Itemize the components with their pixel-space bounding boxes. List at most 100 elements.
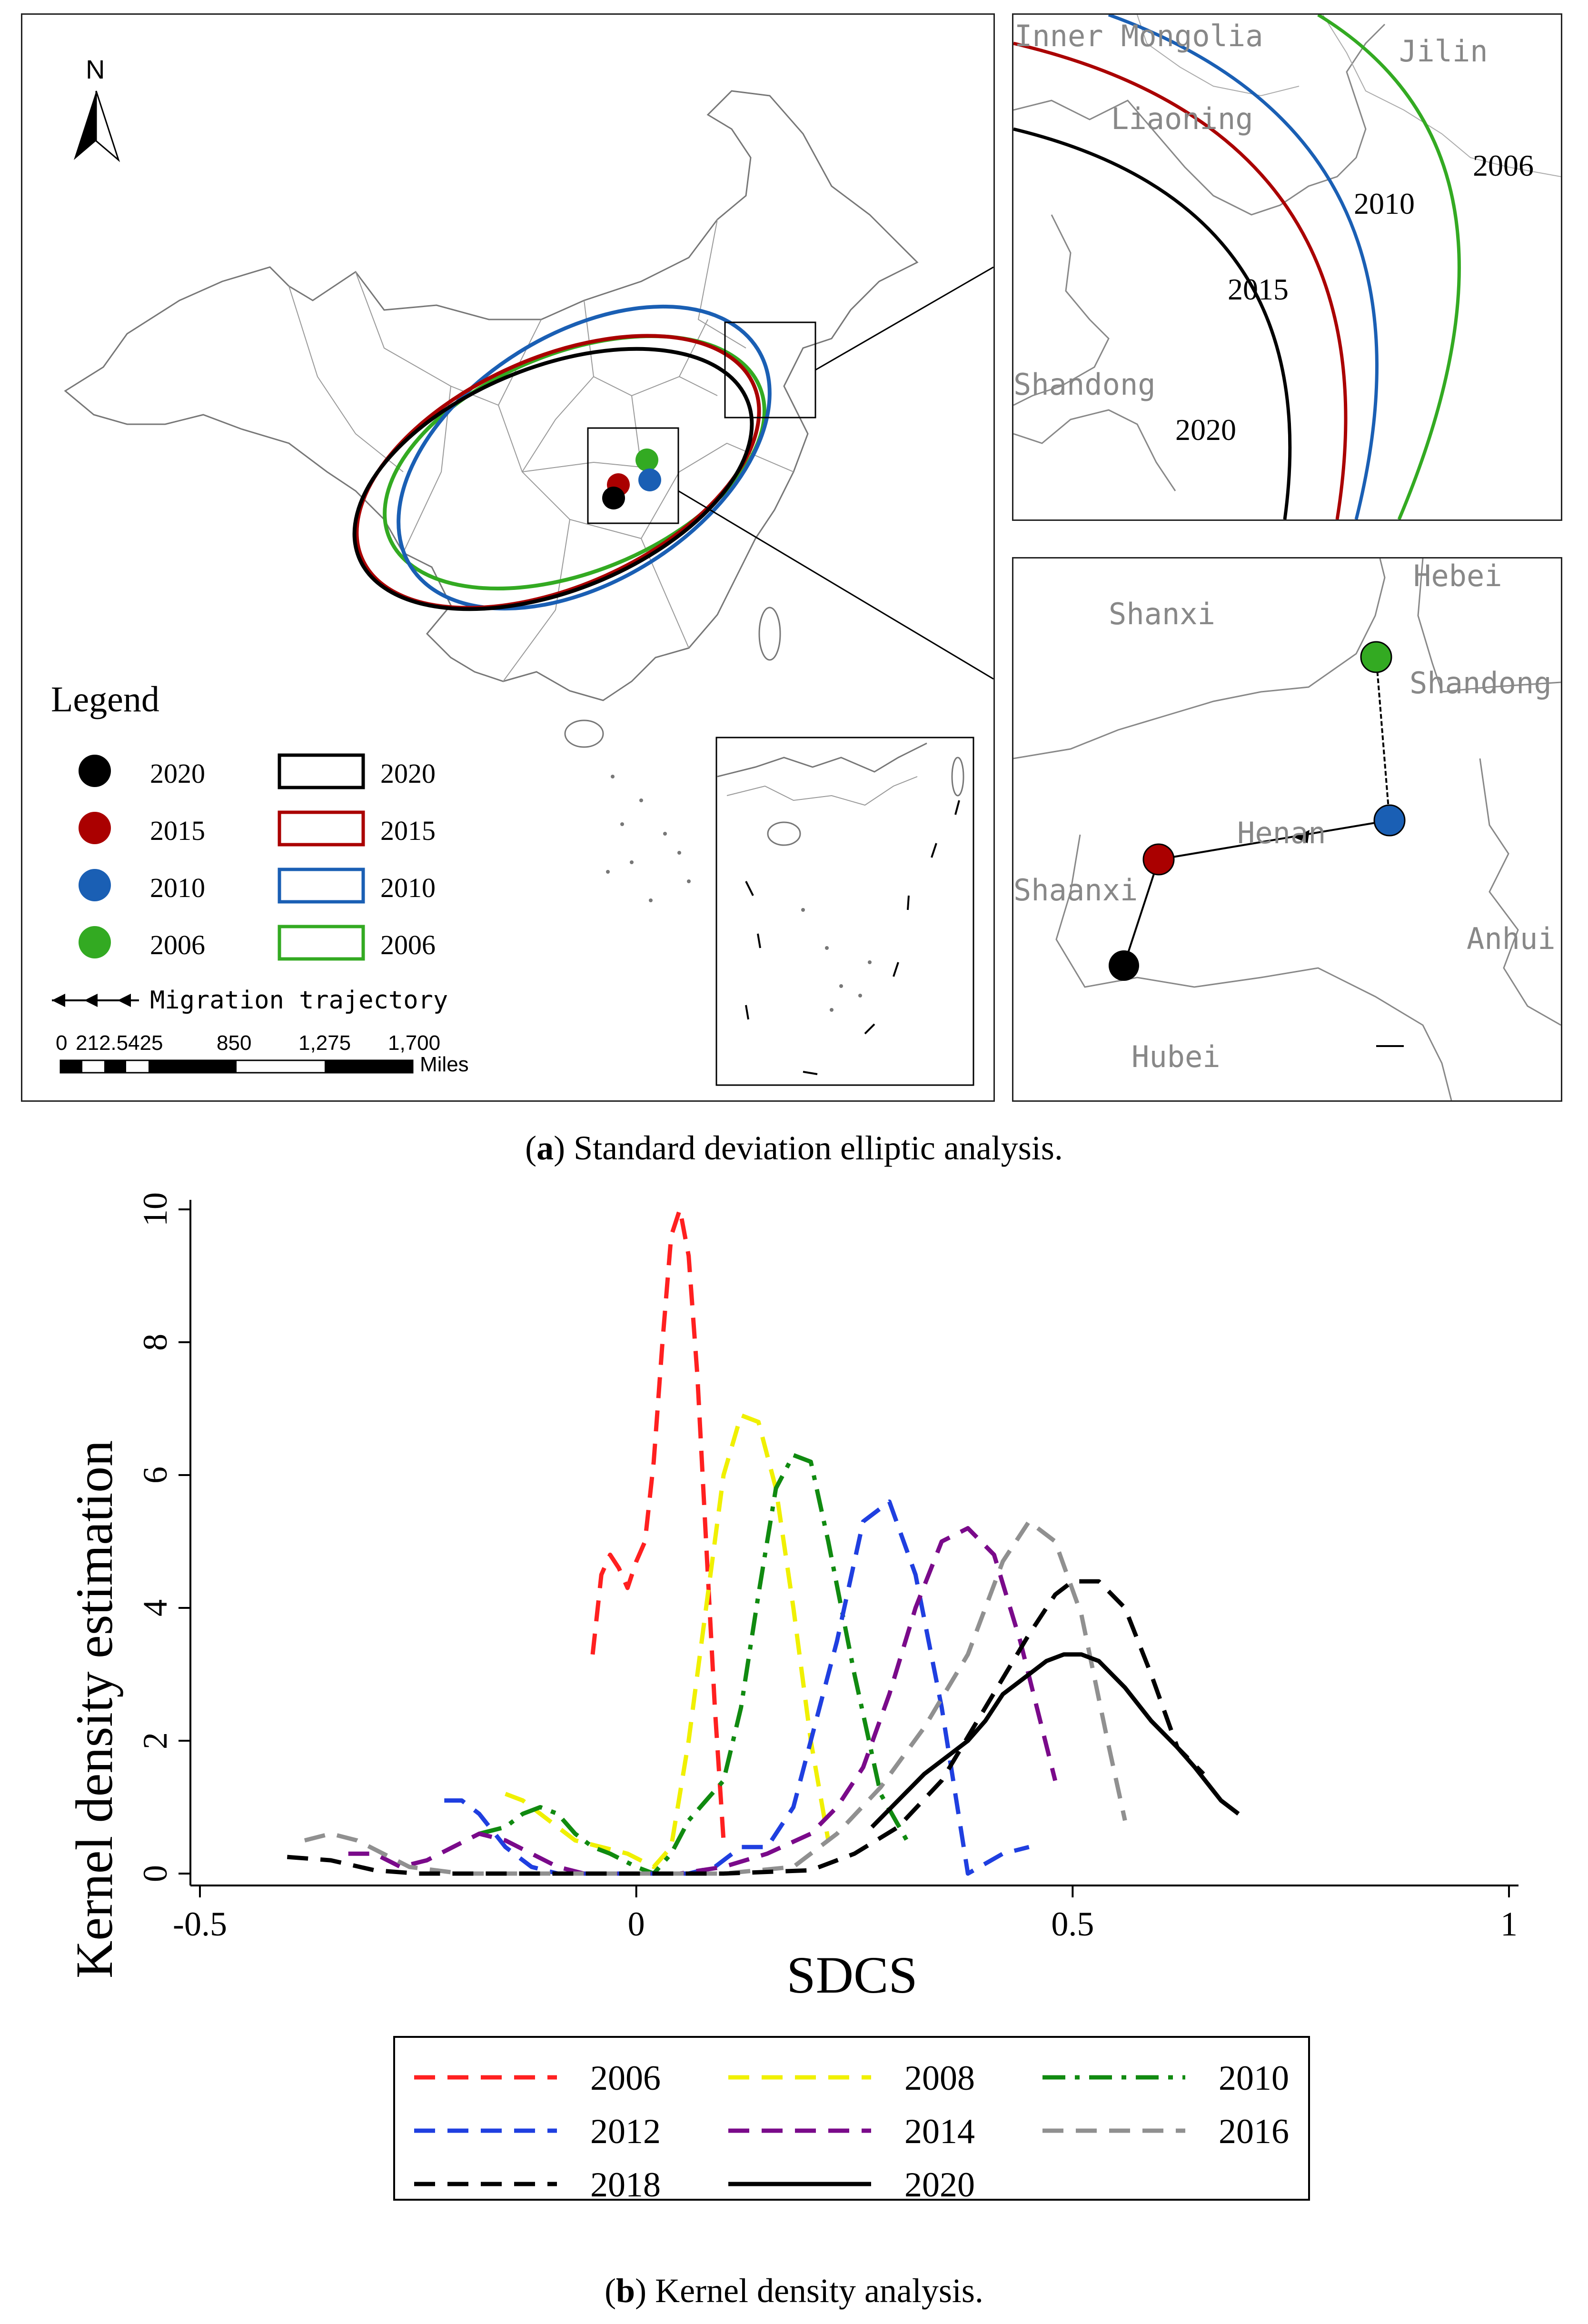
- scale-tick-3: 850: [217, 1031, 252, 1055]
- north-label: N: [86, 54, 105, 84]
- inset-centroid-2006: [1360, 641, 1392, 673]
- legend-ellipse-2015: [278, 810, 365, 847]
- north-arrow: [74, 90, 120, 162]
- label-shandong-ne: Shandong: [1013, 367, 1156, 402]
- label-inner-mongolia: Inner Mongolia: [1014, 19, 1263, 53]
- caption-b-letter: b: [616, 2272, 635, 2310]
- hainan-island: [564, 719, 604, 748]
- legend-point-2010: [79, 869, 111, 901]
- legend-ellipse-2006: [278, 925, 365, 961]
- ellipse-2015: [355, 334, 761, 610]
- chart-legend-box: [393, 2036, 1310, 2201]
- ellipse-2006: [383, 334, 766, 591]
- series-line-2018: [287, 1579, 1205, 1876]
- province-borders: [288, 219, 794, 682]
- scale-tick-2: 425: [128, 1031, 163, 1055]
- label-anhui: Anhui: [1467, 921, 1556, 956]
- legend-label-2012: 2012: [590, 2112, 661, 2151]
- legend-label-2010: 2010: [1219, 2059, 1289, 2098]
- legend-ellipse-label-2010: 2010: [380, 872, 436, 903]
- traj-2010-2015: [1158, 819, 1390, 860]
- legend-ellipse-2010: [278, 868, 365, 904]
- label-shandong-c: Shandong: [1409, 666, 1552, 700]
- x-axis-label: SDCS: [786, 1946, 917, 2004]
- scale-tick-5: 1,700: [388, 1031, 441, 1055]
- inset-center-map: [1013, 559, 1561, 1100]
- zoom-box-center: [587, 427, 679, 524]
- legend-label-2016: 2016: [1219, 2112, 1289, 2151]
- series-line-2012: [444, 1499, 1030, 1876]
- label-shanxi: Shanxi: [1109, 597, 1215, 631]
- ellipse-2010: [397, 304, 772, 611]
- legend-ellipse-2020: [278, 753, 365, 789]
- series-line-2020: [870, 1652, 1240, 1829]
- legend-point-label-2006: 2006: [150, 929, 205, 960]
- centroid-2010: [638, 469, 661, 491]
- label-jilin: Jilin: [1399, 34, 1488, 69]
- kde-series: [287, 1207, 1240, 1876]
- scale-tick-1: 212.5: [76, 1031, 129, 1055]
- legend-ellipse-label-2006: 2006: [380, 929, 436, 960]
- y-tick-label: 8: [136, 1334, 174, 1351]
- main-map-panel: N Legend 2020 2015 2010 2006 2020 2015 2…: [21, 13, 995, 1102]
- chart-legend: 2006 2008 2010 2012 2014 2016 2018 2020: [414, 2059, 1289, 2204]
- series-line-2016: [304, 1519, 1127, 1876]
- y-tick-label: 6: [136, 1466, 174, 1484]
- zoom-line-center: [678, 490, 993, 680]
- caption-a: (a) Standard deviation elliptic analysis…: [525, 1129, 1063, 1167]
- caption-b-text: Kernel density analysis.: [646, 2272, 983, 2310]
- x-tick-label: 1: [1500, 1905, 1518, 1943]
- legend-label-2006: 2006: [590, 2059, 661, 2098]
- series-line-2014: [348, 1526, 1058, 1876]
- legend-ellipse-label-2015: 2015: [380, 815, 436, 846]
- arc-2010: [1108, 15, 1379, 519]
- y-tick-label: 2: [136, 1732, 174, 1749]
- label-hubei: Hubei: [1131, 1039, 1221, 1074]
- caption-a-letter: a: [536, 1129, 554, 1167]
- series-line-2010: [478, 1453, 909, 1876]
- label-hebei: Hebei: [1413, 559, 1502, 593]
- legend-label-2008: 2008: [904, 2059, 975, 2098]
- main-map: [52, 90, 993, 1086]
- south-sea-islands: [606, 775, 691, 902]
- caption-b: (b) Kernel density analysis.: [605, 2272, 983, 2310]
- label-henan: Henan: [1237, 816, 1326, 850]
- south-sea-inset: [715, 737, 974, 1086]
- inset-northeast-map: [1013, 15, 1561, 519]
- traj-2006-2010: [1375, 657, 1390, 821]
- ellipse-2020: [352, 347, 754, 611]
- map-legend: [52, 753, 365, 1007]
- series-line-2008: [505, 1413, 831, 1869]
- inset-centroid-2015: [1142, 843, 1175, 876]
- legend-point-label-2015: 2015: [150, 815, 205, 846]
- label-shaanxi: Shaanxi: [1013, 873, 1138, 908]
- inset-centroid-2020: [1109, 950, 1139, 981]
- arc-2020: [1013, 127, 1292, 519]
- legend-label-2018: 2018: [590, 2165, 661, 2204]
- arc-label-2015: 2015: [1228, 272, 1289, 306]
- arc-label-2010: 2010: [1354, 187, 1415, 220]
- zoom-line-northeast: [815, 266, 993, 371]
- legend-point-label-2010: 2010: [150, 872, 205, 903]
- arc-2006: [1317, 15, 1461, 519]
- legend-point-2006: [79, 926, 111, 958]
- scale-unit: Miles: [420, 1053, 469, 1076]
- legend-point-2020: [79, 755, 111, 787]
- y-tick-label: 4: [136, 1599, 174, 1616]
- y-tick-label: 0: [136, 1865, 174, 1882]
- arc-label-2006: 2006: [1473, 149, 1534, 182]
- inset-northeast: Inner Mongolia Jilin Liaoning Shandong 2…: [1012, 13, 1562, 521]
- legend-point-2015: [79, 812, 111, 844]
- centroid-2006: [635, 449, 658, 471]
- y-axis-label: Kernel density estimation: [65, 1440, 123, 1978]
- inset-center: Shanxi Hebei Shandong Henan Shaanxi Anhu…: [1012, 557, 1562, 1102]
- legend-label-2020: 2020: [904, 2165, 975, 2204]
- legend-label-2014: 2014: [904, 2112, 975, 2151]
- x-tick-label: -0.5: [173, 1905, 227, 1943]
- arc-label-2020: 2020: [1175, 413, 1236, 447]
- inset-centroid-2010: [1373, 804, 1406, 837]
- taiwan-island: [758, 607, 781, 661]
- y-tick-label: 10: [136, 1192, 174, 1227]
- legend-ellipse-label-2020: 2020: [380, 758, 436, 789]
- centroid-2020: [602, 487, 625, 509]
